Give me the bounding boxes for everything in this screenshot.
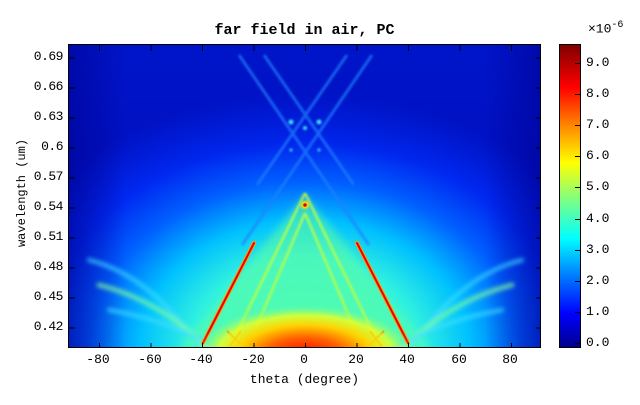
y-tick-label: 0.45 (33, 289, 64, 304)
colorbar-tick-label: 7.0 (586, 117, 610, 132)
y-tick-label: 0.42 (33, 319, 64, 334)
x-tick-label: -40 (189, 352, 213, 367)
colorbar-exponent: ×10-6 (588, 20, 623, 36)
x-tick-label: -60 (138, 352, 162, 367)
y-axis-label: wavelength (um) (15, 138, 29, 248)
x-tick-label: -20 (241, 352, 265, 367)
colorbar-tick-label: 9.0 (586, 55, 610, 70)
colorbar-exponent-power: -6 (611, 20, 624, 31)
x-tick-label: 0 (300, 352, 308, 367)
colorbar-tick-label: 5.0 (586, 179, 610, 194)
y-tick-label: 0.48 (33, 259, 64, 274)
heatmap-plot-area (68, 44, 541, 348)
colorbar (559, 44, 581, 348)
colorbar-tick (575, 187, 581, 188)
x-tick-label: 20 (348, 352, 364, 367)
colorbar-tick (575, 125, 581, 126)
y-tick-label: 0.66 (33, 79, 64, 94)
y-tick-label: 0.69 (33, 49, 64, 64)
x-tick-label: 80 (502, 352, 518, 367)
x-axis-label: theta (degree) (249, 372, 360, 387)
colorbar-tick (575, 219, 581, 220)
x-tick-label: 40 (399, 352, 415, 367)
colorbar-tick-label: 2.0 (586, 273, 610, 288)
heatmap-image (69, 45, 540, 347)
y-tick-label: 0.6 (41, 139, 63, 154)
colorbar-tick-label: 3.0 (586, 242, 610, 257)
colorbar-tick (575, 343, 581, 344)
y-tick-label: 0.63 (33, 109, 64, 124)
colorbar-tick-label: 0.0 (586, 335, 610, 350)
colorbar-tick (575, 94, 581, 95)
chart-title: far field in air, PC (214, 22, 395, 39)
y-tick-label: 0.57 (33, 169, 64, 184)
colorbar-tick (575, 250, 581, 251)
colorbar-tick-label: 6.0 (586, 148, 610, 163)
y-tick-label: 0.54 (33, 199, 64, 214)
colorbar-tick-label: 4.0 (586, 211, 610, 226)
x-tick-label: -80 (86, 352, 110, 367)
x-axis-ticks (99, 45, 512, 347)
colorbar-tick (575, 312, 581, 313)
colorbar-tick (575, 156, 581, 157)
colorbar-tick (575, 281, 581, 282)
colorbar-tick (575, 63, 581, 64)
colorbar-tick-label: 8.0 (586, 86, 610, 101)
y-axis-ticks (69, 57, 540, 329)
x-tick-label: 60 (451, 352, 467, 367)
colorbar-exponent-base: ×10 (588, 21, 612, 37)
y-tick-label: 0.51 (33, 229, 64, 244)
colorbar-tick-label: 1.0 (586, 304, 610, 319)
